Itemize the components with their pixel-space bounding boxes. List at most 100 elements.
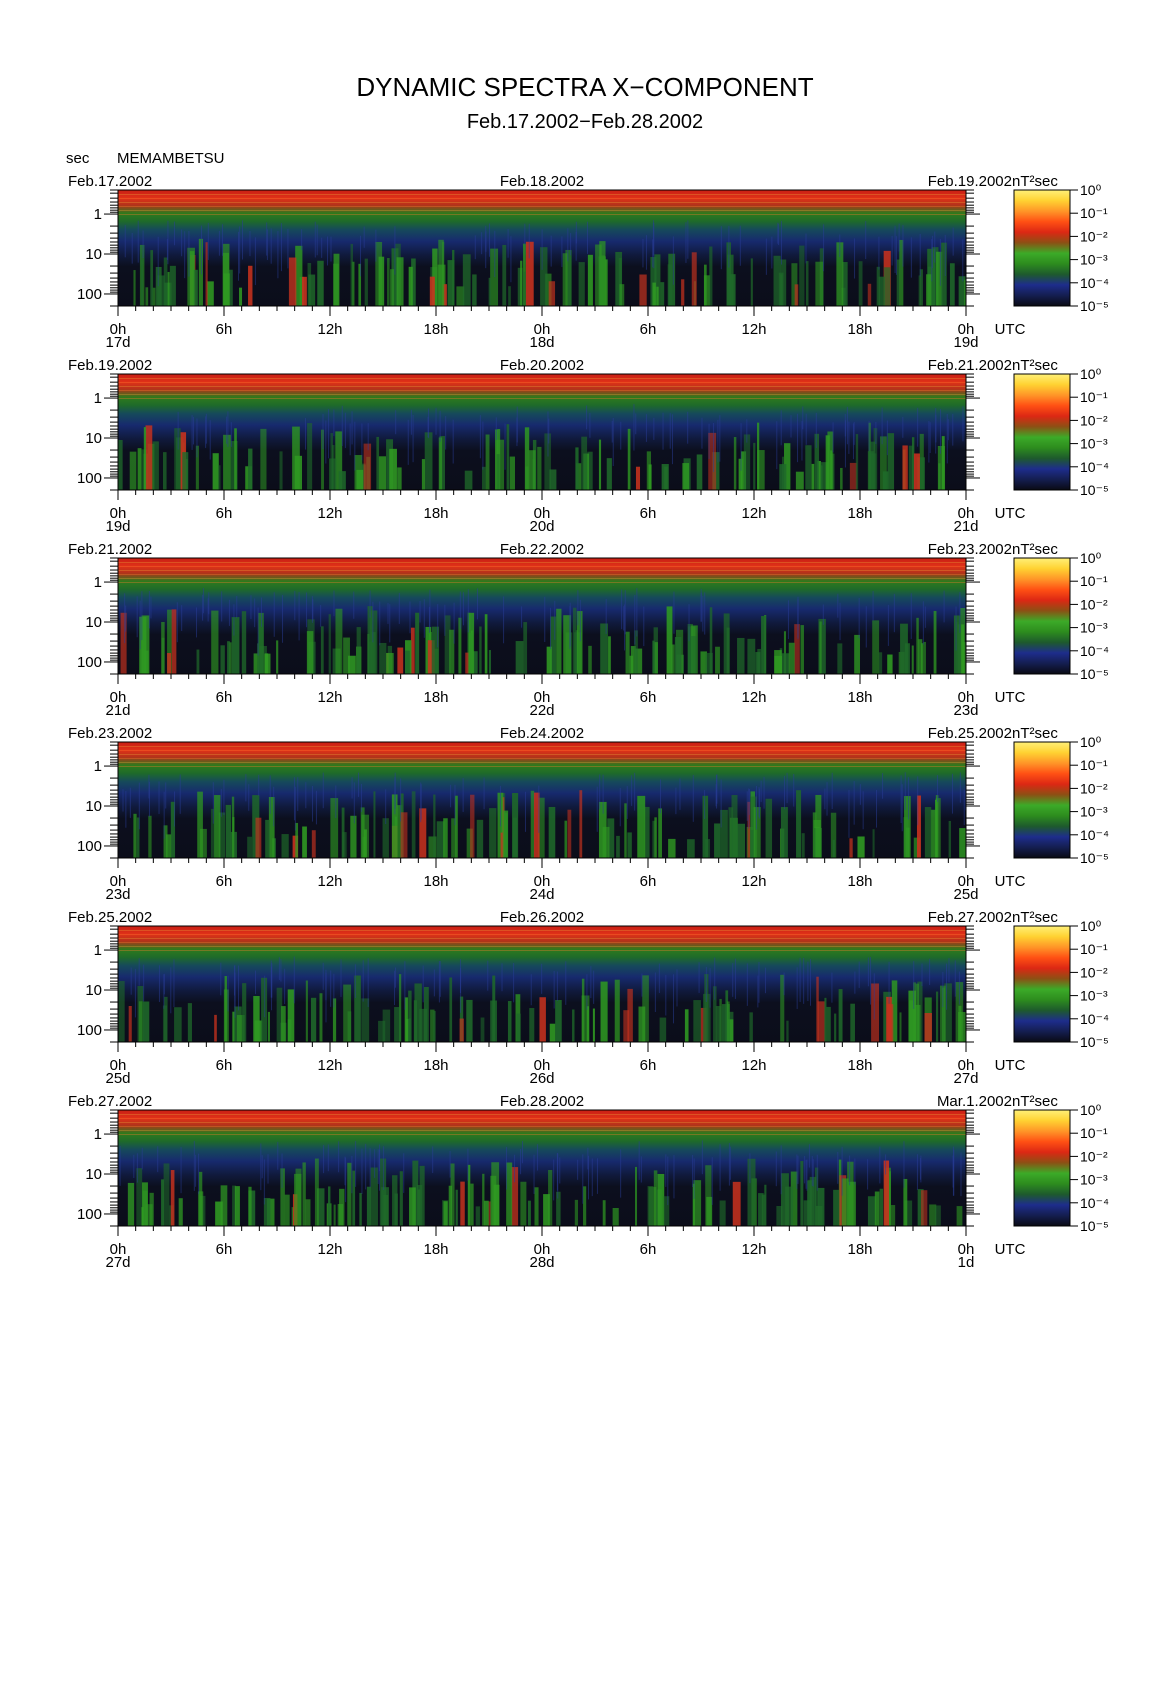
noise-streak [870,956,872,1005]
noise-streak [964,784,966,811]
noise-streak [367,423,369,451]
activity-burst [492,975,496,1042]
activity-burst [330,433,333,490]
noise-streak [631,775,633,806]
activity-burst [408,990,412,1042]
activity-burst [714,823,721,858]
activity-burst [433,794,436,858]
activity-burst [574,1199,579,1226]
noise-streak [739,225,741,266]
noise-streak [239,226,241,274]
noise-streak [868,421,870,452]
spectral-line [118,1114,966,1115]
activity-burst [450,1163,455,1226]
activity-burst [653,642,658,674]
colorbar-label: 10⁰ [1080,366,1102,382]
noise-streak [922,601,924,645]
day-label-right: 27d [953,1070,978,1087]
noise-streak [952,1155,954,1188]
noise-streak [561,236,563,268]
activity-burst [564,820,568,858]
noise-streak [569,602,571,647]
activity-burst [599,241,606,306]
activity-burst [376,436,380,490]
activity-burst [337,1204,344,1226]
activity-burst [302,1162,306,1226]
y-tick-label: 100 [77,838,102,855]
activity-burst [916,795,921,858]
noise-streak [662,412,664,450]
activity-burst [908,990,916,1042]
spectral-line [118,762,966,763]
activity-burst [913,837,921,858]
activity-burst [824,997,827,1042]
noise-streak [379,601,381,646]
activity-burst [466,999,473,1042]
noise-streak [790,415,792,438]
activity-burst [575,447,579,490]
noise-streak [687,220,689,259]
activity-burst [155,266,162,306]
noise-streak [435,407,437,435]
noise-streak [624,590,626,635]
x-tick-label: 12h [741,1057,766,1074]
noise-streak [395,410,397,435]
noise-streak [557,1153,559,1199]
spectral-line [118,562,966,563]
activity-burst [512,817,517,858]
activity-burst [663,1196,670,1226]
activity-burst [423,986,429,1042]
noise-streak [454,784,456,826]
noise-streak [428,408,430,439]
activity-burst [706,1196,713,1226]
activity-burst [451,818,456,858]
activity-burst [429,276,435,306]
noise-streak [599,774,601,810]
activity-burst [281,834,289,858]
activity-burst [479,626,482,674]
noise-streak [301,229,303,251]
activity-burst [225,804,232,858]
activity-burst [654,254,661,306]
noise-streak [590,966,592,999]
noise-streak [808,1144,810,1168]
activity-burst [904,796,911,858]
activity-burst [608,636,611,674]
x-tick-label: 0h [958,689,975,706]
noise-streak [626,786,628,819]
noise-streak [254,598,256,628]
activity-burst [118,439,123,490]
noise-streak [704,790,706,820]
activity-burst [386,652,394,674]
activity-burst [227,641,230,674]
noise-streak [141,1147,143,1170]
noise-streak [241,220,243,260]
activity-burst [500,832,503,858]
activity-burst [210,808,215,858]
noise-streak [209,420,211,460]
spectral-line [118,750,966,751]
activity-burst [267,1198,275,1226]
noise-streak [326,236,328,266]
noise-streak [459,959,461,994]
spectrogram-image [118,1110,966,1226]
activity-burst [904,643,910,674]
activity-burst [871,983,879,1042]
activity-burst [279,451,283,490]
x-tick-label: 18h [423,505,448,522]
activity-burst [757,450,765,490]
x-tick-label: 6h [640,505,657,522]
y-tick-label: 100 [77,1206,102,1223]
noise-streak [587,221,589,254]
panel-date-left: Feb.19.2002 [68,357,152,374]
activity-burst [436,821,445,858]
noise-streak [387,603,389,624]
activity-burst [255,817,262,858]
activity-burst [790,1171,798,1226]
noise-streak [746,963,748,1006]
activity-burst [874,1191,880,1226]
activity-burst [265,819,271,858]
activity-burst [890,1205,896,1226]
activity-burst [619,284,625,306]
colorbar [1013,741,1071,859]
